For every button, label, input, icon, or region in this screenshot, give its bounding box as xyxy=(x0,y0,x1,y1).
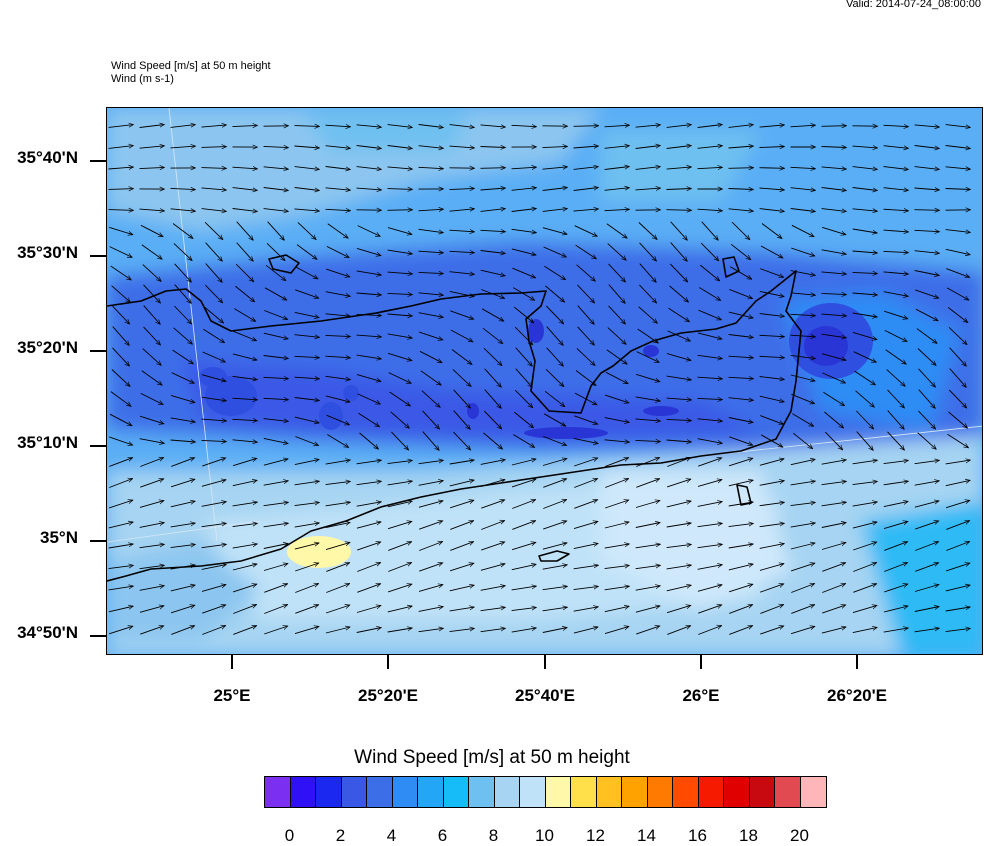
colorbar-swatch xyxy=(546,777,572,807)
x-tick-label: 25°40'E xyxy=(515,686,575,706)
y-tick-label: 35°30'N xyxy=(0,243,78,263)
colorbar-label: 8 xyxy=(489,826,498,846)
wind-vector-arrow xyxy=(574,126,599,127)
colorbar-label: 12 xyxy=(586,826,605,846)
colorbar-swatch xyxy=(622,777,648,807)
colorbar-label: 2 xyxy=(336,826,345,846)
y-tick xyxy=(90,540,106,542)
colorbar-swatch xyxy=(724,777,750,807)
colorbar-swatch xyxy=(648,777,674,807)
x-tick-label: 26°20'E xyxy=(827,686,887,706)
wind-vector-arrow xyxy=(822,126,847,127)
wind-vector-arrow xyxy=(667,210,692,211)
colorbar-swatch xyxy=(418,777,444,807)
y-tick-label: 35°40'N xyxy=(0,148,78,168)
valid-time: Valid: 2014-07-24_08:00:00 xyxy=(846,0,981,10)
colorbar-swatch xyxy=(444,777,470,807)
colorbar-swatch xyxy=(673,777,699,807)
colorbar-swatch xyxy=(801,777,827,807)
y-tick xyxy=(90,160,106,162)
colorbar-label: 18 xyxy=(739,826,758,846)
x-tick xyxy=(231,655,233,669)
colorbar-label: 16 xyxy=(688,826,707,846)
colorbar-swatch xyxy=(265,777,291,807)
x-tick xyxy=(387,655,389,669)
colorbar-swatch xyxy=(393,777,419,807)
colorbar-label: 10 xyxy=(535,826,554,846)
x-tick xyxy=(856,655,858,669)
x-tick xyxy=(700,655,702,669)
colorbar-title: Wind Speed [m/s] at 50 m height xyxy=(0,747,984,769)
map-canvas xyxy=(107,108,983,655)
colorbar-swatch xyxy=(469,777,495,807)
x-tick xyxy=(544,655,546,669)
colorbar-swatch xyxy=(520,777,546,807)
wind-vector-arrow xyxy=(915,210,940,211)
wind-vector-arrow xyxy=(481,168,506,169)
colorbar-swatch xyxy=(775,777,801,807)
y-tick-label: 35°10'N xyxy=(0,433,78,453)
x-tick-label: 26°E xyxy=(682,686,719,706)
y-tick xyxy=(90,635,106,637)
colorbar-label: 20 xyxy=(790,826,809,846)
y-tick-label: 34°50'N xyxy=(0,623,78,643)
colorbar-swatch xyxy=(750,777,776,807)
colorbar-label: 14 xyxy=(637,826,656,846)
wind-vector-arrow xyxy=(729,168,754,169)
colorbar-swatch xyxy=(316,777,342,807)
colorbar-label: 4 xyxy=(387,826,396,846)
y-tick-label: 35°N xyxy=(0,528,78,548)
plot-title: Wind Speed [m/s] at 50 m height xyxy=(111,60,271,73)
y-tick xyxy=(90,445,106,447)
plot-subtitle: Wind (m s-1) xyxy=(111,73,174,86)
y-tick xyxy=(90,255,106,257)
colorbar-swatch xyxy=(291,777,317,807)
wind-vector-arrow xyxy=(388,210,413,211)
x-tick-label: 25°20'E xyxy=(358,686,418,706)
colorbar-swatch xyxy=(597,777,623,807)
y-tick xyxy=(90,350,106,352)
x-tick-label: 25°E xyxy=(213,686,250,706)
colorbar xyxy=(264,776,827,808)
colorbar-label: 0 xyxy=(285,826,294,846)
y-tick-label: 35°20'N xyxy=(0,338,78,358)
colorbar-swatch xyxy=(367,777,393,807)
colorbar-label: 6 xyxy=(438,826,447,846)
colorbar-swatch xyxy=(571,777,597,807)
colorbar-swatch xyxy=(699,777,725,807)
wind-speed-map xyxy=(106,107,983,655)
colorbar-swatch xyxy=(495,777,521,807)
colorbar-swatch xyxy=(342,777,368,807)
wind-vector-arrow xyxy=(760,168,785,169)
